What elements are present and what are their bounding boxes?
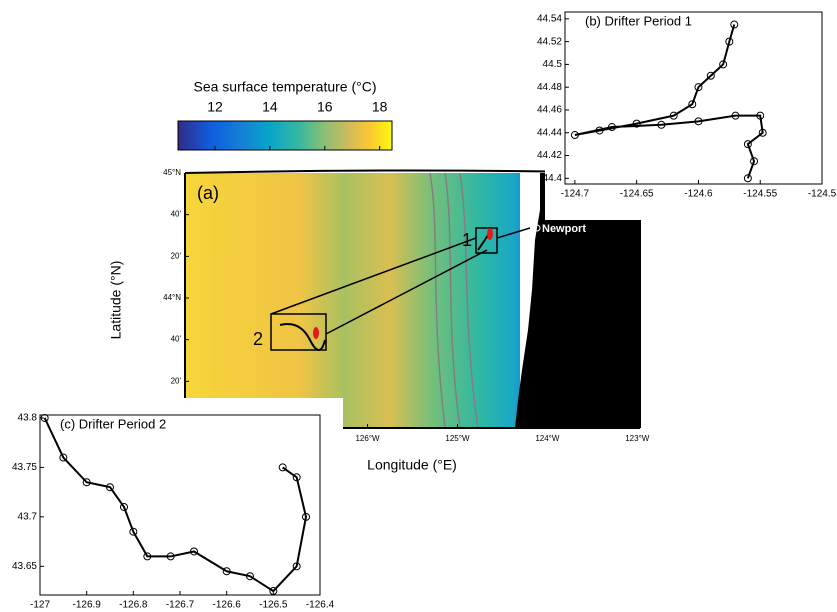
colorbar-title: Sea surface temperature (°C) [193, 79, 376, 95]
x-tick-label: -124.5 [808, 189, 837, 200]
x-axis-label: Longitude (°E) [367, 457, 457, 473]
y-tick-label: 43.7 [18, 512, 38, 523]
figure: Sea surface temperature (°C)1214161845°N… [0, 0, 837, 612]
panel-background [545, 0, 837, 220]
panel-label: (a) [197, 183, 219, 203]
y-tick-label: 40' [171, 210, 182, 219]
x-tick-label: 126°W [355, 434, 380, 443]
x-tick-label: -127 [30, 600, 50, 611]
x-tick-label: 123°W [625, 434, 650, 443]
colorbar-tick-label: 12 [207, 99, 223, 115]
y-tick-label: 43.8 [18, 413, 38, 424]
y-tick-label: 44.5 [543, 59, 563, 70]
y-tick-label: 20' [171, 251, 182, 260]
x-tick-label: 124°W [535, 434, 560, 443]
y-tick-label: 44.42 [537, 150, 562, 161]
colorbar-tick-label: 18 [372, 99, 388, 115]
y-tick-label: 44°N [163, 293, 181, 302]
place-label: Newport [542, 223, 586, 235]
y-axis-label: Latitude (°N) [108, 261, 124, 340]
x-tick-label: -126.7 [166, 600, 195, 611]
colorbar [178, 121, 392, 150]
panel-title: (c) Drifter Period 2 [60, 416, 166, 431]
x-tick-label: -126.4 [306, 600, 335, 611]
y-tick-label: 43.65 [12, 561, 37, 572]
y-tick-label: 44.46 [537, 105, 562, 116]
x-tick-label: -126.6 [212, 600, 241, 611]
y-tick-label: 44.48 [537, 82, 562, 93]
x-tick-label: -124.7 [561, 189, 590, 200]
y-tick-label: 20' [171, 376, 182, 385]
y-tick-label: 44.44 [537, 127, 562, 138]
y-tick-label: 45°N [163, 168, 181, 177]
y-tick-label: 43.75 [12, 462, 37, 473]
x-tick-label: -124.65 [620, 189, 654, 200]
colorbar-tick-label: 14 [262, 99, 278, 115]
y-tick-label: 44.54 [537, 13, 562, 24]
y-tick-label: 40' [171, 335, 182, 344]
x-tick-label: 125°W [445, 434, 470, 443]
x-tick-label: -126.8 [119, 600, 148, 611]
y-tick-label: 44.4 [543, 173, 563, 184]
x-tick-label: -126.5 [259, 600, 288, 611]
x-tick-label: -124.55 [743, 189, 777, 200]
box-label: 1 [462, 230, 472, 250]
x-tick-label: -124.6 [684, 189, 713, 200]
y-tick-label: 44.52 [537, 36, 562, 47]
panel-title: (b) Drifter Period 1 [585, 13, 692, 28]
box-label: 2 [253, 329, 263, 349]
colorbar-tick-label: 16 [317, 99, 333, 115]
x-tick-label: -126.9 [72, 600, 101, 611]
